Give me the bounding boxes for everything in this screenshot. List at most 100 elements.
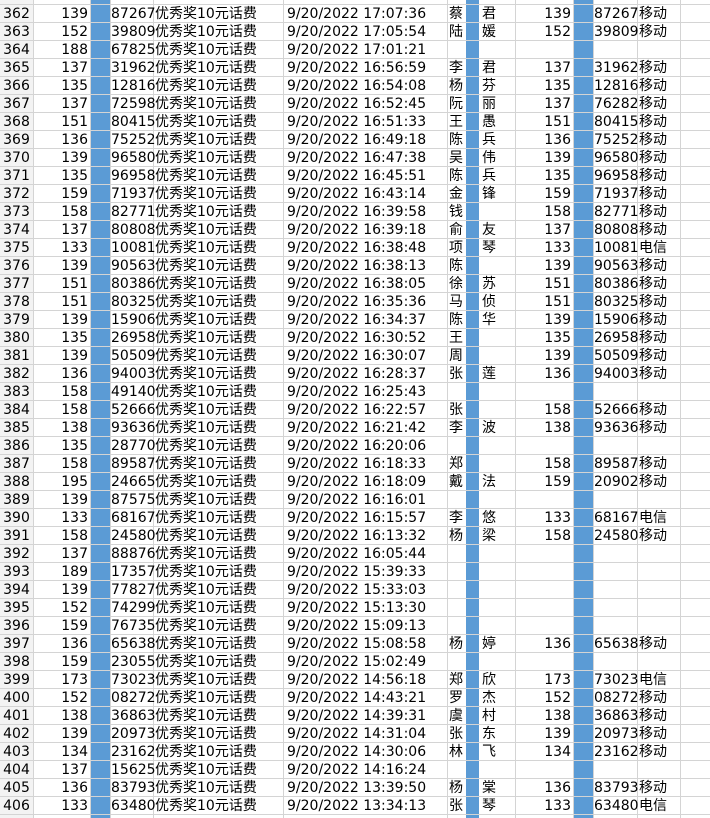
row-border bbox=[0, 382, 710, 383]
row-border bbox=[0, 652, 710, 653]
carrier: 移动 bbox=[639, 366, 667, 382]
carrier: 移动 bbox=[639, 168, 667, 184]
carrier: 移动 bbox=[639, 744, 667, 760]
row-border bbox=[0, 130, 710, 131]
surname: 罗 bbox=[449, 690, 463, 706]
prize: 优秀奖10元话费 bbox=[155, 384, 257, 400]
row-number: 363 bbox=[3, 24, 30, 40]
timestamp: 9/20/2022 16:05:44 bbox=[287, 546, 427, 562]
prize: 优秀奖10元话费 bbox=[155, 492, 257, 508]
carrier: 移动 bbox=[639, 132, 667, 148]
row-number: 400 bbox=[3, 690, 30, 706]
carrier: 移动 bbox=[639, 708, 667, 724]
row-header-column bbox=[0, 0, 33, 818]
row-number: 402 bbox=[3, 726, 30, 742]
prize: 优秀奖10元话费 bbox=[155, 240, 257, 256]
prize: 优秀奖10元话费 bbox=[155, 330, 257, 346]
carrier: 电信 bbox=[639, 240, 667, 256]
timestamp: 9/20/2022 16:56:59 bbox=[287, 60, 427, 76]
surname: 张 bbox=[449, 798, 463, 814]
given-name: 村 bbox=[482, 708, 496, 724]
row-border bbox=[0, 724, 710, 725]
phone-prefix-2: 135 bbox=[544, 330, 571, 346]
timestamp: 9/20/2022 15:02:49 bbox=[287, 654, 427, 670]
row-border bbox=[0, 274, 710, 275]
given-name: 君 bbox=[482, 6, 496, 22]
phone-prefix: 139 bbox=[61, 6, 88, 22]
timestamp: 9/20/2022 14:31:04 bbox=[287, 726, 427, 742]
phone-prefix-2: 139 bbox=[544, 258, 571, 274]
given-name: 琴 bbox=[482, 240, 496, 256]
prize: 优秀奖10元话费 bbox=[155, 582, 257, 598]
row-number: 365 bbox=[3, 60, 30, 76]
phone-suffix: 74299 bbox=[111, 600, 156, 616]
phone-prefix-2: 136 bbox=[544, 780, 571, 796]
row-number: 394 bbox=[3, 582, 30, 598]
surname: 蔡 bbox=[449, 6, 463, 22]
row-border bbox=[0, 94, 710, 95]
phone-prefix-2: 133 bbox=[544, 510, 571, 526]
given-name: 侦 bbox=[482, 294, 496, 310]
phone-suffix-2: 63480 bbox=[594, 798, 639, 814]
mask-stripe bbox=[573, 0, 593, 818]
surname: 钱 bbox=[449, 204, 463, 220]
phone-suffix-2: 15906 bbox=[594, 312, 639, 328]
phone-prefix: 189 bbox=[61, 564, 88, 580]
surname: 阮 bbox=[449, 96, 463, 112]
row-number: 372 bbox=[3, 186, 30, 202]
phone-suffix: 82771 bbox=[111, 204, 156, 220]
phone-prefix-2: 133 bbox=[544, 798, 571, 814]
phone-prefix: 136 bbox=[61, 780, 88, 796]
timestamp: 9/20/2022 16:21:42 bbox=[287, 420, 427, 436]
phone-prefix: 159 bbox=[61, 654, 88, 670]
phone-suffix-2: 93636 bbox=[594, 420, 639, 436]
row-number: 388 bbox=[3, 474, 30, 490]
prize: 优秀奖10元话费 bbox=[155, 42, 257, 58]
row-border bbox=[0, 598, 710, 599]
phone-suffix: 50509 bbox=[111, 348, 156, 364]
phone-suffix: 96580 bbox=[111, 150, 156, 166]
timestamp: 9/20/2022 14:39:31 bbox=[287, 708, 427, 724]
timestamp: 9/20/2022 16:35:36 bbox=[287, 294, 427, 310]
phone-suffix-2: 12816 bbox=[594, 78, 639, 94]
phone-suffix-2: 96580 bbox=[594, 150, 639, 166]
surname: 俞 bbox=[449, 222, 463, 238]
row-number: 367 bbox=[3, 96, 30, 112]
phone-prefix-2: 151 bbox=[544, 294, 571, 310]
row-border bbox=[0, 580, 710, 581]
prize: 优秀奖10元话费 bbox=[155, 618, 257, 634]
phone-suffix-2: 23162 bbox=[594, 744, 639, 760]
surname: 陈 bbox=[449, 132, 463, 148]
phone-prefix: 135 bbox=[61, 78, 88, 94]
row-number: 362 bbox=[3, 6, 30, 22]
prize: 优秀奖10元话费 bbox=[155, 96, 257, 112]
row-border bbox=[0, 472, 710, 473]
phone-prefix: 139 bbox=[61, 150, 88, 166]
phone-prefix-2: 173 bbox=[544, 672, 571, 688]
surname: 王 bbox=[449, 114, 463, 130]
phone-suffix-2: 75252 bbox=[594, 132, 639, 148]
surname: 陈 bbox=[449, 258, 463, 274]
prize: 优秀奖10元话费 bbox=[155, 690, 257, 706]
carrier: 移动 bbox=[639, 636, 667, 652]
carrier: 电信 bbox=[639, 672, 667, 688]
carrier: 移动 bbox=[639, 186, 667, 202]
given-name: 东 bbox=[482, 726, 496, 742]
phone-suffix: 93636 bbox=[111, 420, 156, 436]
prize: 优秀奖10元话费 bbox=[155, 546, 257, 562]
surname: 陈 bbox=[449, 168, 463, 184]
prize: 优秀奖10元话费 bbox=[155, 744, 257, 760]
phone-suffix: 72598 bbox=[111, 96, 156, 112]
phone-prefix: 133 bbox=[61, 798, 88, 814]
row-border bbox=[0, 688, 710, 689]
timestamp: 9/20/2022 16:52:45 bbox=[287, 96, 427, 112]
phone-suffix-2: 68167 bbox=[594, 510, 639, 526]
column-border bbox=[447, 0, 448, 818]
surname: 张 bbox=[449, 366, 463, 382]
phone-suffix-2: 31962 bbox=[594, 60, 639, 76]
phone-suffix: 23055 bbox=[111, 654, 156, 670]
surname: 徐 bbox=[449, 276, 463, 292]
phone-prefix: 135 bbox=[61, 438, 88, 454]
surname: 周 bbox=[449, 348, 463, 364]
row-border bbox=[0, 256, 710, 257]
